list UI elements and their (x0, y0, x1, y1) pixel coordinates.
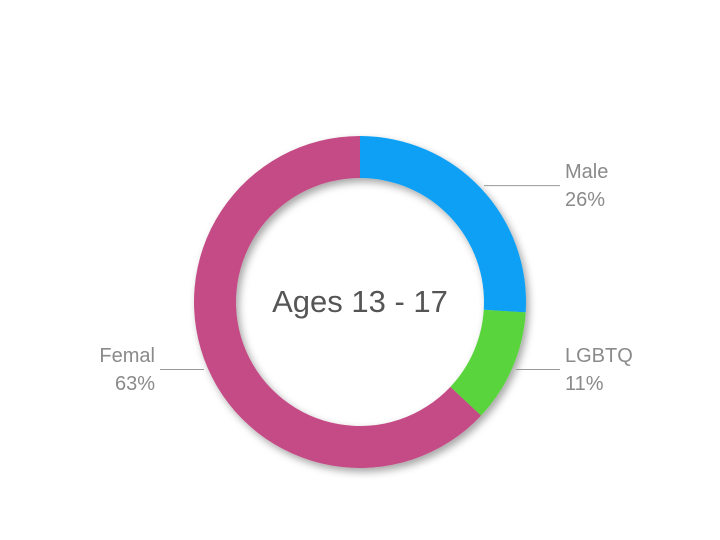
slice-label: LGBTQ (565, 345, 633, 367)
value-label: 11% (565, 373, 604, 395)
center-label: Ages 13 - 17 (272, 284, 448, 319)
slice (450, 309, 526, 416)
slice-label: Femal (99, 345, 155, 367)
slice-label: Male (565, 161, 608, 183)
value-label: 26% (565, 189, 605, 211)
value-label: 63% (115, 373, 155, 395)
slice (360, 136, 526, 313)
slice (193, 136, 482, 468)
donut (193, 136, 526, 468)
